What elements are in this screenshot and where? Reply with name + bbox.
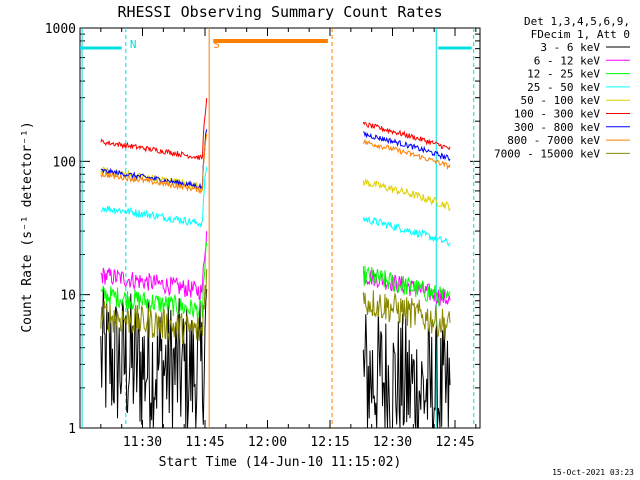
x-tick-label: 12:00 bbox=[248, 435, 287, 450]
series-line bbox=[362, 265, 451, 307]
footer-date: 15-Oct-2021 03:23 bbox=[552, 468, 634, 477]
series-line bbox=[362, 121, 451, 151]
series-line bbox=[100, 97, 208, 160]
y-tick-label: 100 bbox=[53, 155, 76, 170]
legend-label: 800 - 7000 keV bbox=[507, 134, 600, 147]
annotation-label: N bbox=[130, 38, 137, 51]
legend-label: 7000 - 15000 keV bbox=[494, 147, 600, 160]
x-tick-label: 11:30 bbox=[123, 435, 162, 450]
series-line bbox=[100, 231, 208, 301]
x-axis-label: Start Time (14-Jun-10 11:15:02) bbox=[159, 455, 402, 470]
series-line bbox=[362, 216, 451, 247]
legend-label: 50 - 100 keV bbox=[521, 94, 601, 107]
y-tick-label: 10 bbox=[60, 289, 76, 304]
annotation-label: S bbox=[213, 38, 220, 51]
legend-label: 300 - 800 keV bbox=[514, 121, 600, 134]
chart-title: RHESSI Observing Summary Count Rates bbox=[117, 3, 442, 21]
x-tick-label: 12:30 bbox=[373, 435, 412, 450]
legend-label: 6 - 12 keV bbox=[534, 54, 601, 67]
legend-label: 12 - 25 keV bbox=[527, 68, 600, 81]
series-line bbox=[362, 131, 451, 162]
y-tick-label: 1 bbox=[68, 422, 76, 437]
y-tick-label: 1000 bbox=[45, 22, 76, 37]
series-line bbox=[362, 138, 451, 171]
legend-label: 100 - 300 keV bbox=[514, 108, 600, 121]
series-line bbox=[100, 166, 208, 228]
x-tick-label: 12:45 bbox=[435, 435, 474, 450]
plot-frame bbox=[79, 27, 481, 429]
series-line bbox=[100, 286, 208, 429]
series-line bbox=[100, 129, 208, 190]
x-tick-label: 11:45 bbox=[185, 435, 224, 450]
series-line bbox=[362, 177, 451, 212]
legend-header-2: FDecim 1, Att 0 bbox=[531, 28, 630, 41]
series-line bbox=[100, 134, 208, 194]
legend-header-1: Det 1,3,4,5,6,9, bbox=[524, 15, 630, 28]
series-line bbox=[362, 309, 451, 429]
x-tick-label: 12:15 bbox=[310, 435, 349, 450]
y-axis-label: Count Rate (s⁻¹ detector⁻¹) bbox=[20, 121, 35, 332]
legend-label: 3 - 6 keV bbox=[540, 41, 600, 54]
series-line bbox=[362, 290, 451, 340]
series-line bbox=[100, 268, 208, 344]
series-line bbox=[100, 242, 208, 321]
legend-label: 25 - 50 keV bbox=[527, 81, 600, 94]
